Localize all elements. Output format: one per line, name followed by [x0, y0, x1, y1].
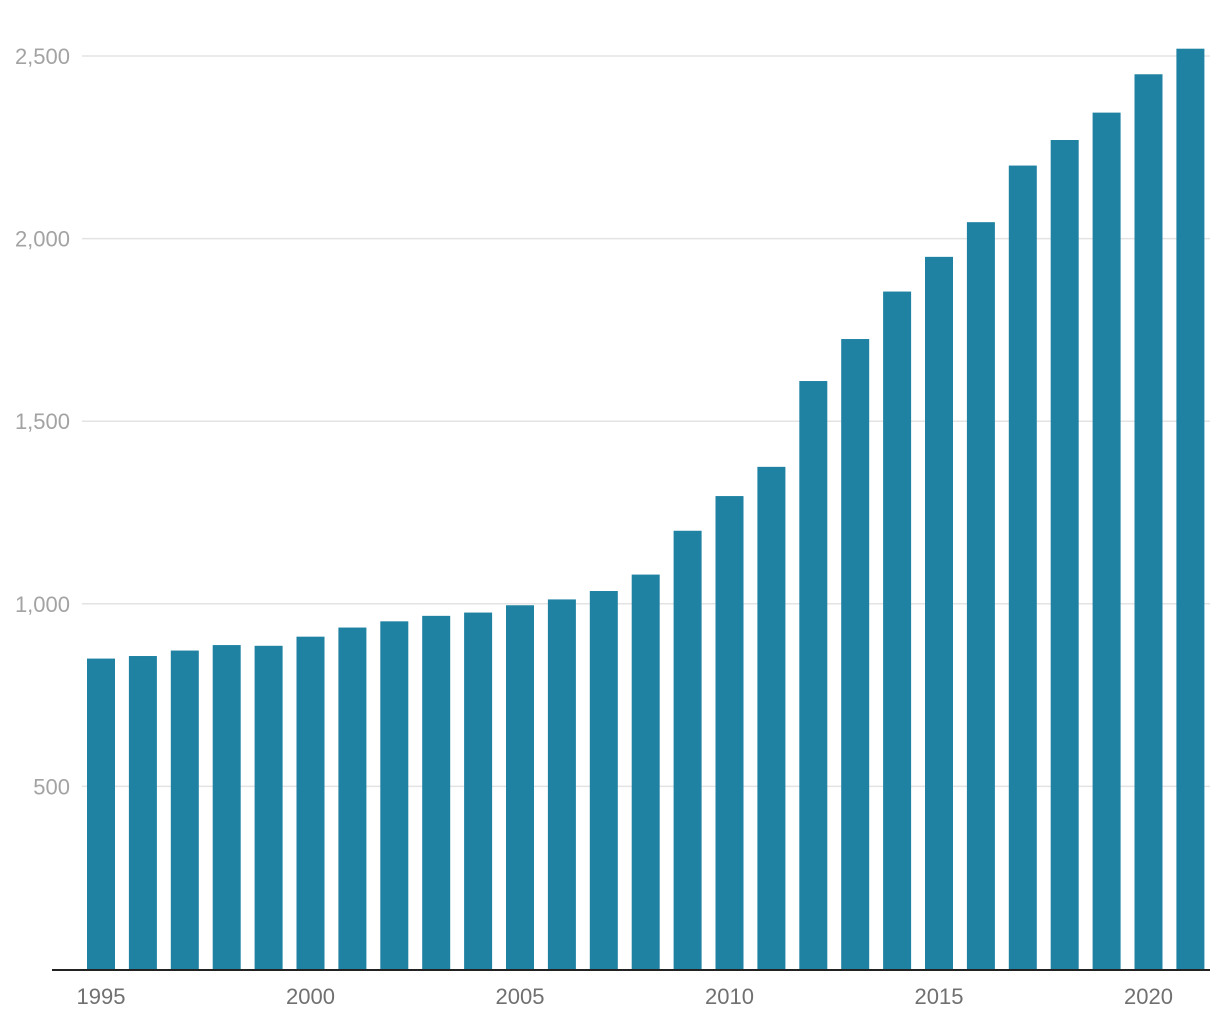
y-tick-label: 2,500	[15, 44, 70, 69]
bar-2014	[883, 291, 912, 969]
bar-2017	[1008, 165, 1037, 969]
bar-2006	[547, 599, 576, 969]
bar-2005	[506, 605, 534, 969]
bar-2001	[338, 627, 367, 969]
bar-2016	[966, 222, 995, 970]
bar-2020	[1134, 74, 1163, 969]
x-tick-label: 2005	[496, 984, 545, 1009]
x-tick-label: 2015	[915, 984, 964, 1009]
bar-2003	[422, 615, 451, 969]
bar-2007	[589, 591, 618, 969]
x-tick-label: 2000	[286, 984, 335, 1009]
bar-2015	[925, 256, 953, 969]
bar-2012	[799, 381, 828, 969]
bar-2004	[464, 612, 493, 969]
bar-2010	[715, 496, 744, 969]
bar-2002	[380, 621, 409, 969]
bar-2019	[1092, 112, 1121, 970]
bar-2009	[673, 530, 702, 969]
x-axis-tick-labels: 1995 2000 2005 2010 2015 2020	[77, 984, 1173, 1009]
y-tick-label: 500	[33, 774, 70, 799]
bar-2000	[296, 636, 325, 969]
bar-2018	[1050, 140, 1079, 969]
bar-1999	[254, 645, 283, 969]
y-tick-label: 1,500	[15, 409, 70, 434]
y-axis-tick-labels: 500 1,000 1,500 2,000 2,500	[15, 44, 70, 799]
x-tick-label: 2010	[705, 984, 754, 1009]
x-tick-label: 2020	[1124, 984, 1173, 1009]
bars	[87, 48, 1205, 970]
bar-1998	[212, 645, 241, 969]
bar-2008	[631, 574, 660, 969]
bar-1995	[87, 658, 115, 969]
bar-1997	[170, 650, 199, 969]
bar-1996	[128, 656, 157, 969]
bar-2021	[1176, 48, 1205, 969]
y-tick-label: 2,000	[15, 227, 70, 252]
bar-2013	[841, 339, 870, 969]
y-tick-label: 1,000	[15, 592, 70, 617]
x-tick-label: 1995	[77, 984, 126, 1009]
bar-2011	[757, 466, 786, 969]
